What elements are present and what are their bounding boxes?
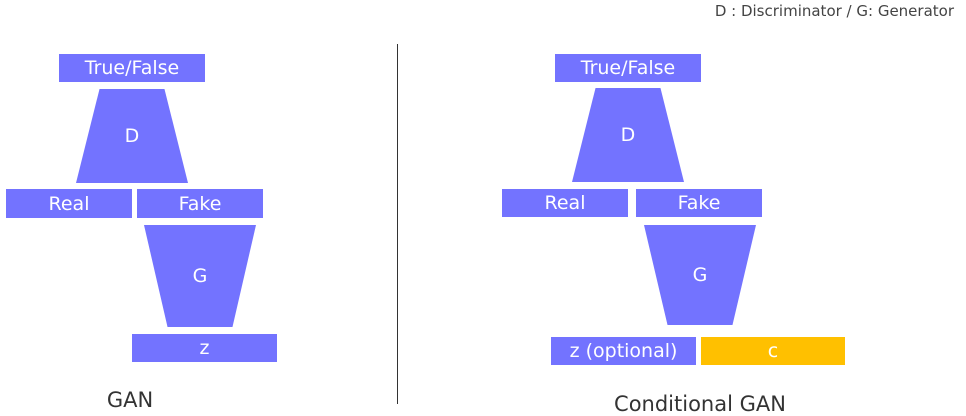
cgan-generator-block: G [644,225,756,325]
gan-noise-box: z [132,334,277,362]
gan-output-box: True/False [59,54,205,82]
cgan-caption: Conditional GAN [614,392,786,416]
section-divider [397,44,398,404]
cgan-real-label: Real [544,192,586,214]
gan-fake-label: Fake [178,192,222,215]
cgan-generator-label: G [692,264,708,286]
gan-noise-label: z [199,337,210,359]
cgan-real-box: Real [502,189,628,217]
cgan-condition-label: c [767,340,779,362]
cgan-discriminator-label: D [620,124,636,146]
cgan-fake-box: Fake [636,189,762,217]
gan-generator-block: G [144,225,256,327]
cgan-condition-box: c [701,337,845,365]
gan-fake-box: Fake [137,189,263,218]
gan-generator-label: G [192,265,208,287]
gan-caption: GAN [106,388,154,412]
legend-text: D : Discriminator / G: Generator [714,2,954,20]
cgan-noise-box: z (optional) [551,337,696,365]
gan-real-box: Real [6,189,132,218]
cgan-discriminator-block: D [572,88,684,182]
cgan-fake-label: Fake [677,192,721,214]
gan-real-label: Real [48,192,90,215]
cgan-noise-label: z (optional) [569,340,678,362]
cgan-output-box: True/False [555,54,701,82]
gan-output-label: True/False [84,57,180,79]
gan-discriminator-label: D [124,125,140,147]
cgan-output-label: True/False [580,57,676,79]
gan-discriminator-block: D [76,89,188,183]
